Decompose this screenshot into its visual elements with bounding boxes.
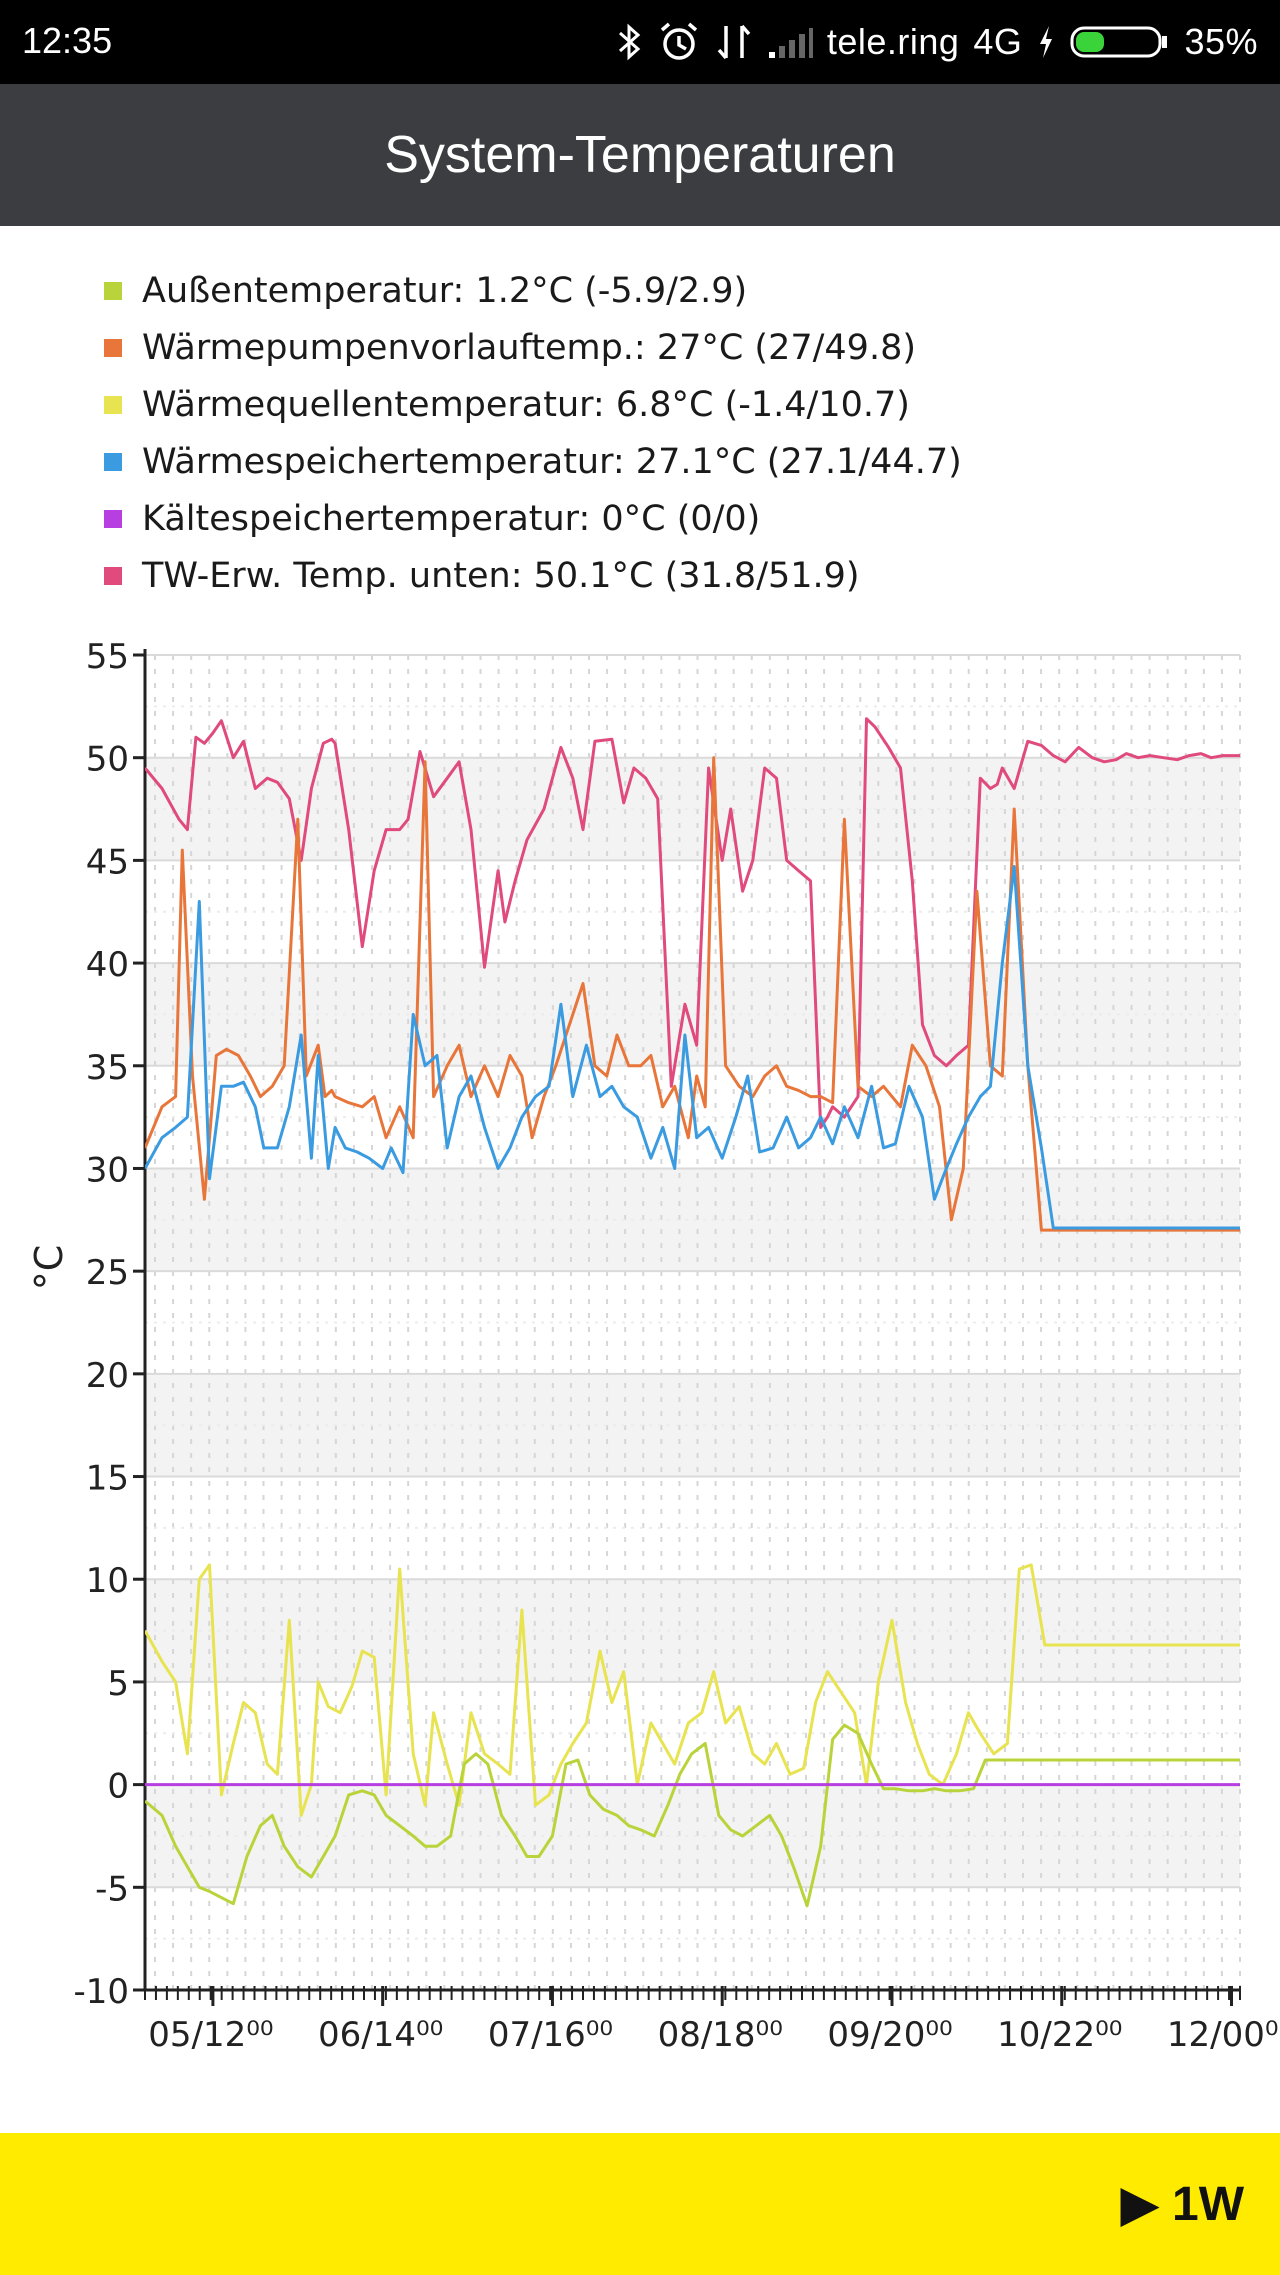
legend-item: Wärmepumpenvorlauftemp.: 27°C (27/49.8) — [104, 319, 962, 376]
y-tick-label: 40 — [86, 945, 129, 985]
status-icons: tele.ring 4G 35% — [617, 14, 1258, 70]
network-type: 4G — [973, 21, 1023, 62]
data-transfer-icon — [715, 22, 753, 62]
bottom-bar: ▶ 1W — [0, 2133, 1280, 2275]
alarm-icon — [657, 20, 701, 64]
legend-label: Wärmequellentemperatur: 6.8°C (-1.4/10.7… — [142, 384, 910, 425]
legend-item: Wärmequellentemperatur: 6.8°C (-1.4/10.7… — [104, 376, 962, 433]
legend-swatch — [104, 452, 122, 471]
x-tick-label: 08/18⁰⁰ — [658, 2015, 783, 2055]
legend-label: Wärmespeichertemperatur: 27.1°C (27.1/44… — [142, 441, 962, 482]
y-tick-label: -10 — [73, 1972, 129, 2012]
series-line-tw-erw-temp-unten — [145, 717, 1240, 1129]
legend-swatch — [104, 566, 122, 585]
legend-swatch — [104, 509, 122, 528]
battery-percent: 35% — [1184, 21, 1258, 62]
y-tick-label: 5 — [107, 1664, 129, 1704]
y-tick-label: -5 — [95, 1869, 129, 1909]
battery-icon — [1070, 22, 1170, 62]
period-button[interactable]: ▶ 1W — [1121, 2133, 1244, 2275]
series-line-wärmepumpenvorlauftemp — [145, 756, 1240, 1232]
x-tick-label: 12/00⁰⁰ — [1167, 2015, 1280, 2055]
y-tick-label: 0 — [107, 1767, 129, 1807]
y-tick-label: 50 — [86, 740, 129, 780]
x-tick-label: 05/12⁰⁰ — [148, 2015, 273, 2055]
y-tick-label: 45 — [86, 842, 129, 882]
signal-icon — [767, 22, 813, 62]
legend-swatch — [104, 395, 122, 414]
legend-item: Außentemperatur: 1.2°C (-5.9/2.9) — [104, 262, 962, 319]
x-tick-label: 06/14⁰⁰ — [318, 2015, 443, 2055]
page-title: System-Temperaturen — [384, 126, 896, 184]
series-line-wärmequellentemperatur — [145, 1563, 1240, 1817]
title-bar: System-Temperaturen — [0, 84, 1280, 226]
legend-label: Außentemperatur: 1.2°C (-5.9/2.9) — [142, 270, 748, 311]
y-tick-label: 55 — [86, 637, 129, 677]
legend-label: Kältespeichertemperatur: 0°C (0/0) — [142, 498, 761, 539]
legend-swatch — [104, 338, 122, 357]
y-tick-label: 25 — [86, 1253, 129, 1293]
legend-label: TW-Erw. Temp. unten: 50.1°C (31.8/51.9) — [142, 555, 860, 596]
x-tick-label: 09/20⁰⁰ — [827, 2015, 952, 2055]
series-line-außentemperatur — [145, 1723, 1240, 1908]
y-tick-label: 15 — [86, 1459, 129, 1499]
legend-item: Kältespeichertemperatur: 0°C (0/0) — [104, 490, 962, 547]
chart-legend: Außentemperatur: 1.2°C (-5.9/2.9) Wärmepu… — [104, 262, 962, 604]
legend-item: TW-Erw. Temp. unten: 50.1°C (31.8/51.9) — [104, 547, 962, 604]
legend-item: Wärmespeichertemperatur: 27.1°C (27.1/44… — [104, 433, 962, 490]
x-tick-label: 07/16⁰⁰ — [488, 2015, 613, 2055]
y-axis-label: °C — [27, 1245, 71, 1291]
series-line-wärmespeichertemperatur — [145, 865, 1240, 1230]
legend-swatch — [104, 281, 122, 300]
charging-icon — [1036, 22, 1056, 62]
y-tick-label: 30 — [86, 1150, 129, 1190]
y-tick-label: 35 — [86, 1048, 129, 1088]
bluetooth-icon — [617, 22, 643, 62]
carrier-name: tele.ring — [826, 21, 960, 62]
y-tick-label: 10 — [86, 1561, 129, 1601]
legend-label: Wärmepumpenvorlauftemp.: 27°C (27/49.8) — [142, 327, 916, 368]
play-arrow-icon: ▶ — [1121, 2178, 1158, 2231]
status-time: 12:35 — [22, 20, 113, 61]
status-bar: 12:35 tele.ring 4G 35% — [0, 0, 1280, 84]
x-tick-label: 10/22⁰⁰ — [997, 2015, 1122, 2055]
y-tick-label: 20 — [86, 1356, 129, 1396]
period-label: 1W — [1172, 2177, 1244, 2231]
